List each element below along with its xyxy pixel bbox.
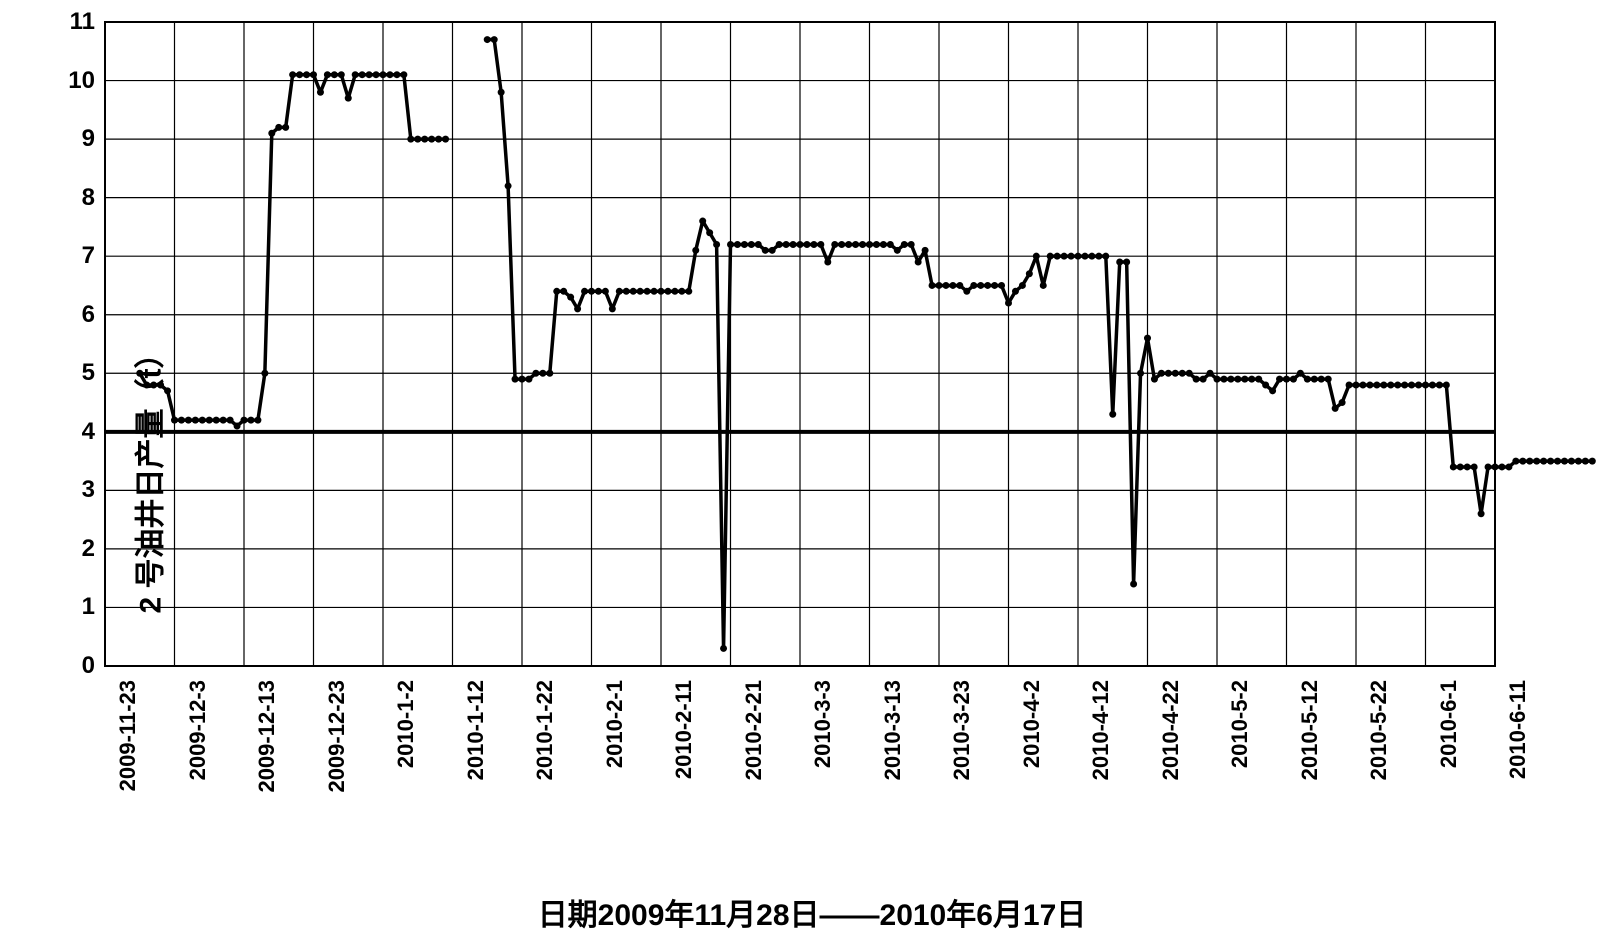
x-tick: 2009-12-23: [324, 680, 350, 830]
x-tick: 2010-2-21: [741, 680, 767, 830]
x-tick: 2010-4-22: [1158, 680, 1184, 830]
x-tick: 2010-2-11: [671, 680, 697, 830]
x-tick: 2010-3-23: [949, 680, 975, 830]
y-tick: 1: [55, 593, 95, 621]
y-tick: 7: [55, 242, 95, 270]
x-tick: 2010-4-2: [1019, 680, 1045, 830]
x-tick: 2009-12-13: [254, 680, 280, 830]
y-tick: 3: [55, 476, 95, 504]
x-tick: 2010-2-1: [602, 680, 628, 830]
x-tick: 2010-5-22: [1366, 680, 1392, 830]
x-tick: 2010-3-13: [880, 680, 906, 830]
y-tick: 2: [55, 535, 95, 563]
x-tick: 2010-1-22: [532, 680, 558, 830]
x-tick: 2009-12-3: [185, 680, 211, 830]
x-tick: 2010-4-12: [1088, 680, 1114, 830]
y-tick: 8: [55, 184, 95, 212]
x-tick: 2010-6-11: [1505, 680, 1531, 830]
x-tick: 2010-6-1: [1436, 680, 1462, 830]
y-tick: 9: [55, 125, 95, 153]
y-tick: 10: [55, 67, 95, 95]
x-tick: 2010-1-12: [463, 680, 489, 830]
x-tick: 2009-11-23: [115, 680, 141, 830]
x-tick: 2010-3-3: [810, 680, 836, 830]
y-tick: 0: [55, 652, 95, 680]
chart-container: 2 号油井日产量（t） 日期2009年11月28日——2010年6月17日 01…: [0, 0, 1624, 952]
x-tick: 2010-5-2: [1227, 680, 1253, 830]
y-tick: 11: [55, 8, 95, 36]
y-tick: 5: [55, 359, 95, 387]
y-tick: 6: [55, 301, 95, 329]
x-tick: 2010-1-2: [393, 680, 419, 830]
x-tick: 2010-5-12: [1297, 680, 1323, 830]
y-tick: 4: [55, 418, 95, 446]
